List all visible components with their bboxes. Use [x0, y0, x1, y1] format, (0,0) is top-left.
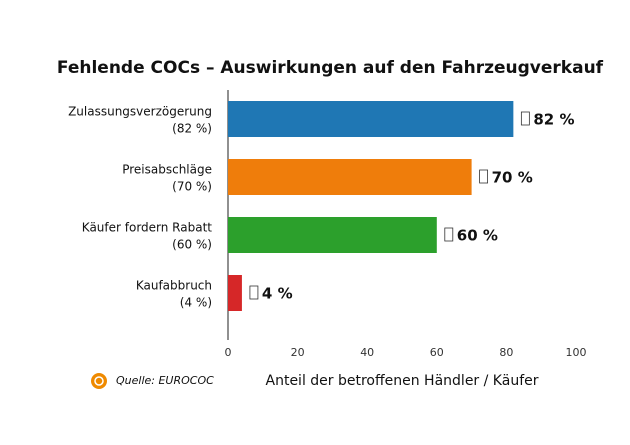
bar — [228, 275, 242, 311]
x-tick-label: 40 — [360, 346, 374, 359]
value-label: 82 % — [533, 111, 574, 129]
bar — [228, 217, 437, 253]
y-tick-label: Preisabschläge — [122, 163, 212, 177]
bar — [228, 101, 514, 137]
y-tick-label: Kaufabbruch — [136, 279, 212, 293]
source-logo — [91, 373, 107, 389]
value-label: 60 % — [457, 227, 498, 245]
y-tick-sublabel: (82 %) — [172, 122, 212, 136]
y-tick-label: Zulassungsverzögerung — [68, 105, 212, 119]
source: Quelle: EUROCOC — [116, 374, 214, 387]
chart-title: Fehlende COCs – Auswirkungen auf den Fah… — [57, 58, 604, 78]
x-tick-label: 20 — [291, 346, 305, 359]
bar — [228, 159, 472, 195]
value-label-icon — [520, 111, 530, 126]
y-tick-sublabel: (70 %) — [172, 180, 212, 194]
value-label-icon — [479, 169, 489, 184]
value-label: 4 % — [262, 285, 293, 303]
y-tick-sublabel: (60 %) — [172, 238, 212, 252]
value-label-icon — [249, 285, 259, 300]
y-tick-sublabel: (4 %) — [180, 296, 212, 310]
source-logo-mark — [94, 376, 104, 386]
x-tick-label: 100 — [566, 346, 587, 359]
x-tick-label: 80 — [499, 346, 513, 359]
value-label-icon — [444, 227, 454, 242]
x-tick-label: 0 — [225, 346, 232, 359]
value-label: 70 % — [492, 169, 533, 187]
y-tick-label: Käufer fordern Rabatt — [82, 221, 213, 235]
x-tick-label: 60 — [430, 346, 444, 359]
x-axis-label: Anteil der betroffenen Händler / Käufer — [266, 373, 539, 389]
